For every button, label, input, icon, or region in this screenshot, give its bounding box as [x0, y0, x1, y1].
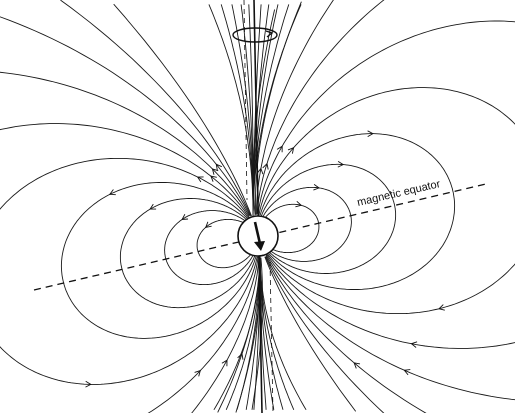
field-line [60, 182, 257, 339]
field-line [113, 3, 252, 217]
field-line [0, 71, 250, 217]
field-line [259, 133, 456, 290]
field-arrow [410, 341, 418, 348]
field-line [0, 256, 258, 385]
field-arrow [403, 369, 411, 376]
field-line [257, 20, 515, 217]
polar-field-line [208, 4, 254, 218]
field-line [265, 256, 385, 413]
field-line [119, 198, 256, 309]
field-arrow [367, 130, 374, 137]
field-arrow [204, 221, 212, 229]
field-arrow [276, 145, 283, 153]
field-direction-arrows [85, 130, 445, 388]
field-arrow [262, 162, 269, 170]
field-arrow [313, 184, 320, 191]
field-arrow [85, 380, 92, 388]
field-arrow [221, 359, 228, 367]
field-line [267, 254, 515, 315]
field-line [164, 210, 254, 286]
field-arrow [211, 168, 219, 175]
field-line [191, 256, 260, 413]
rotation-axis [253, 0, 263, 413]
field-line [0, 16, 251, 217]
field-arrow [181, 213, 189, 221]
field-line [265, 254, 515, 401]
polar-field-line [213, 254, 261, 411]
field-line [266, 254, 515, 349]
magnetic-axis-lower [269, 261, 274, 413]
field-line [264, 256, 357, 412]
field-arrow [149, 203, 157, 210]
field-arrow [287, 146, 295, 154]
field-arrow [337, 161, 345, 168]
field-arrow [108, 189, 116, 196]
field-arrow [194, 369, 201, 377]
field-arrow [295, 200, 303, 208]
field-line [196, 218, 251, 269]
polar-field-line [252, 4, 302, 219]
field-line [260, 163, 397, 274]
field-arrow [256, 167, 264, 175]
rotation-arrow-icon [232, 27, 278, 43]
magnetic-axis-upper [243, 0, 248, 201]
field-arrow [237, 352, 244, 360]
field-line [147, 256, 259, 413]
field-arrow [215, 163, 222, 171]
dipole-arrow-icon [237, 215, 279, 257]
field-arrow [196, 176, 204, 183]
field-line [60, 0, 252, 216]
field-line [235, 257, 262, 413]
field-line [258, 87, 515, 216]
field-line [262, 186, 352, 262]
field-line [265, 255, 427, 413]
field-arrow [438, 304, 445, 311]
polar-field-line [259, 254, 307, 411]
field-arrow [210, 175, 217, 182]
field-line [256, 0, 385, 214]
field-line [0, 123, 250, 219]
field-arrow [353, 362, 361, 369]
field-line [0, 157, 249, 219]
field-line [265, 203, 320, 254]
